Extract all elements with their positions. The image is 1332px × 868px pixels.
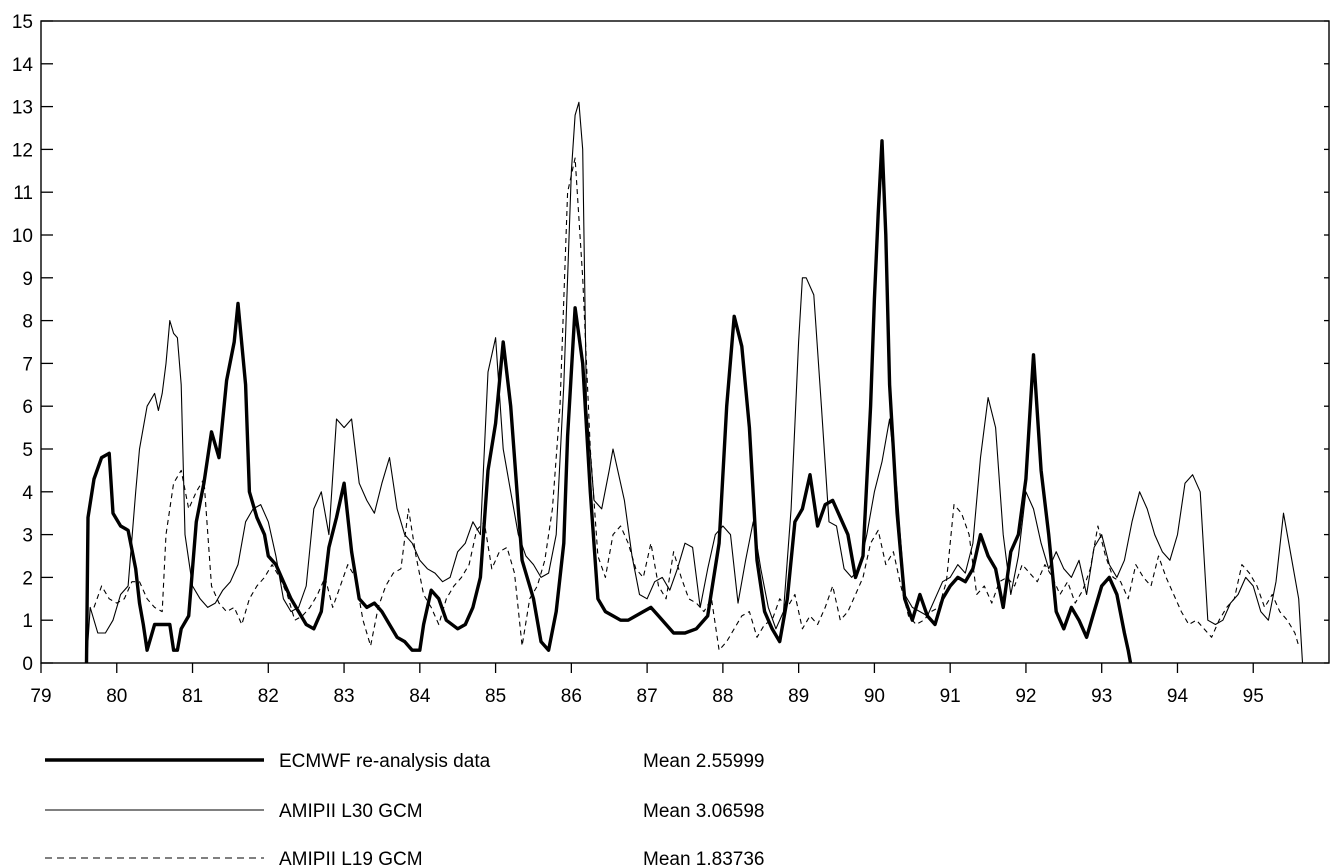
x-tick-label: 85 [485,686,506,707]
legend-label-2: AMIPII L19 GCM [279,849,423,868]
y-tick-label: 10 [12,226,33,247]
x-tick-label: 87 [637,686,658,707]
x-tick-label: 79 [30,686,51,707]
y-tick-label: 0 [22,654,33,675]
x-tick-label: 86 [561,686,582,707]
y-tick-label: 13 [12,98,33,119]
x-tick-label: 93 [1091,686,1112,707]
x-tick-label: 94 [1167,686,1189,707]
y-tick-label: 1 [22,611,33,632]
x-tick-label: 88 [712,686,733,707]
series-line-0 [84,139,1133,664]
x-axis: 79 80 81 82 83 84 85 86 87 88 89 90 91 92 93 94 95 [30,663,1264,707]
x-tick-label: 84 [409,686,431,707]
y-tick-label: 9 [22,269,33,290]
y-tick-label: 5 [22,440,33,461]
x-tick-label: 90 [864,686,885,707]
legend-mean-1: Mean 3.06598 [643,801,765,822]
x-tick-label: 83 [333,686,354,707]
y-tick-label: 4 [22,483,33,504]
x-tick-label: 92 [1015,686,1036,707]
plot-frame [40,20,1330,664]
y-tick-label: 15 [12,12,33,33]
y-tick-label: 12 [12,140,33,161]
x-tick-label: 82 [258,686,279,707]
y-tick-label: 3 [22,526,33,547]
legend-label-0: ECMWF re-analysis data [279,751,491,772]
legend-label-1: AMIPII L30 GCM [279,801,423,822]
x-tick-label: 89 [788,686,809,707]
x-tick-label: 81 [182,686,203,707]
y-tick-label: 11 [13,183,33,204]
legend-mean-2: Mean 1.83736 [643,849,765,868]
series-line-1 [85,101,1304,664]
y-tick-label: 7 [22,354,33,375]
y-tick-label: 8 [22,312,33,333]
y-tick-label: 14 [12,55,34,76]
x-tick-label: 80 [106,686,127,707]
y-tick-label: 2 [22,568,33,589]
y-tick-label: 6 [22,397,33,418]
legend: ECMWF re-analysis data Mean 2.55999 AMIPII… [45,751,765,868]
x-tick-label: 95 [1243,686,1264,707]
x-tick-label: 91 [940,686,961,707]
series-layer [84,101,1304,664]
legend-mean-0: Mean 2.55999 [643,751,765,772]
